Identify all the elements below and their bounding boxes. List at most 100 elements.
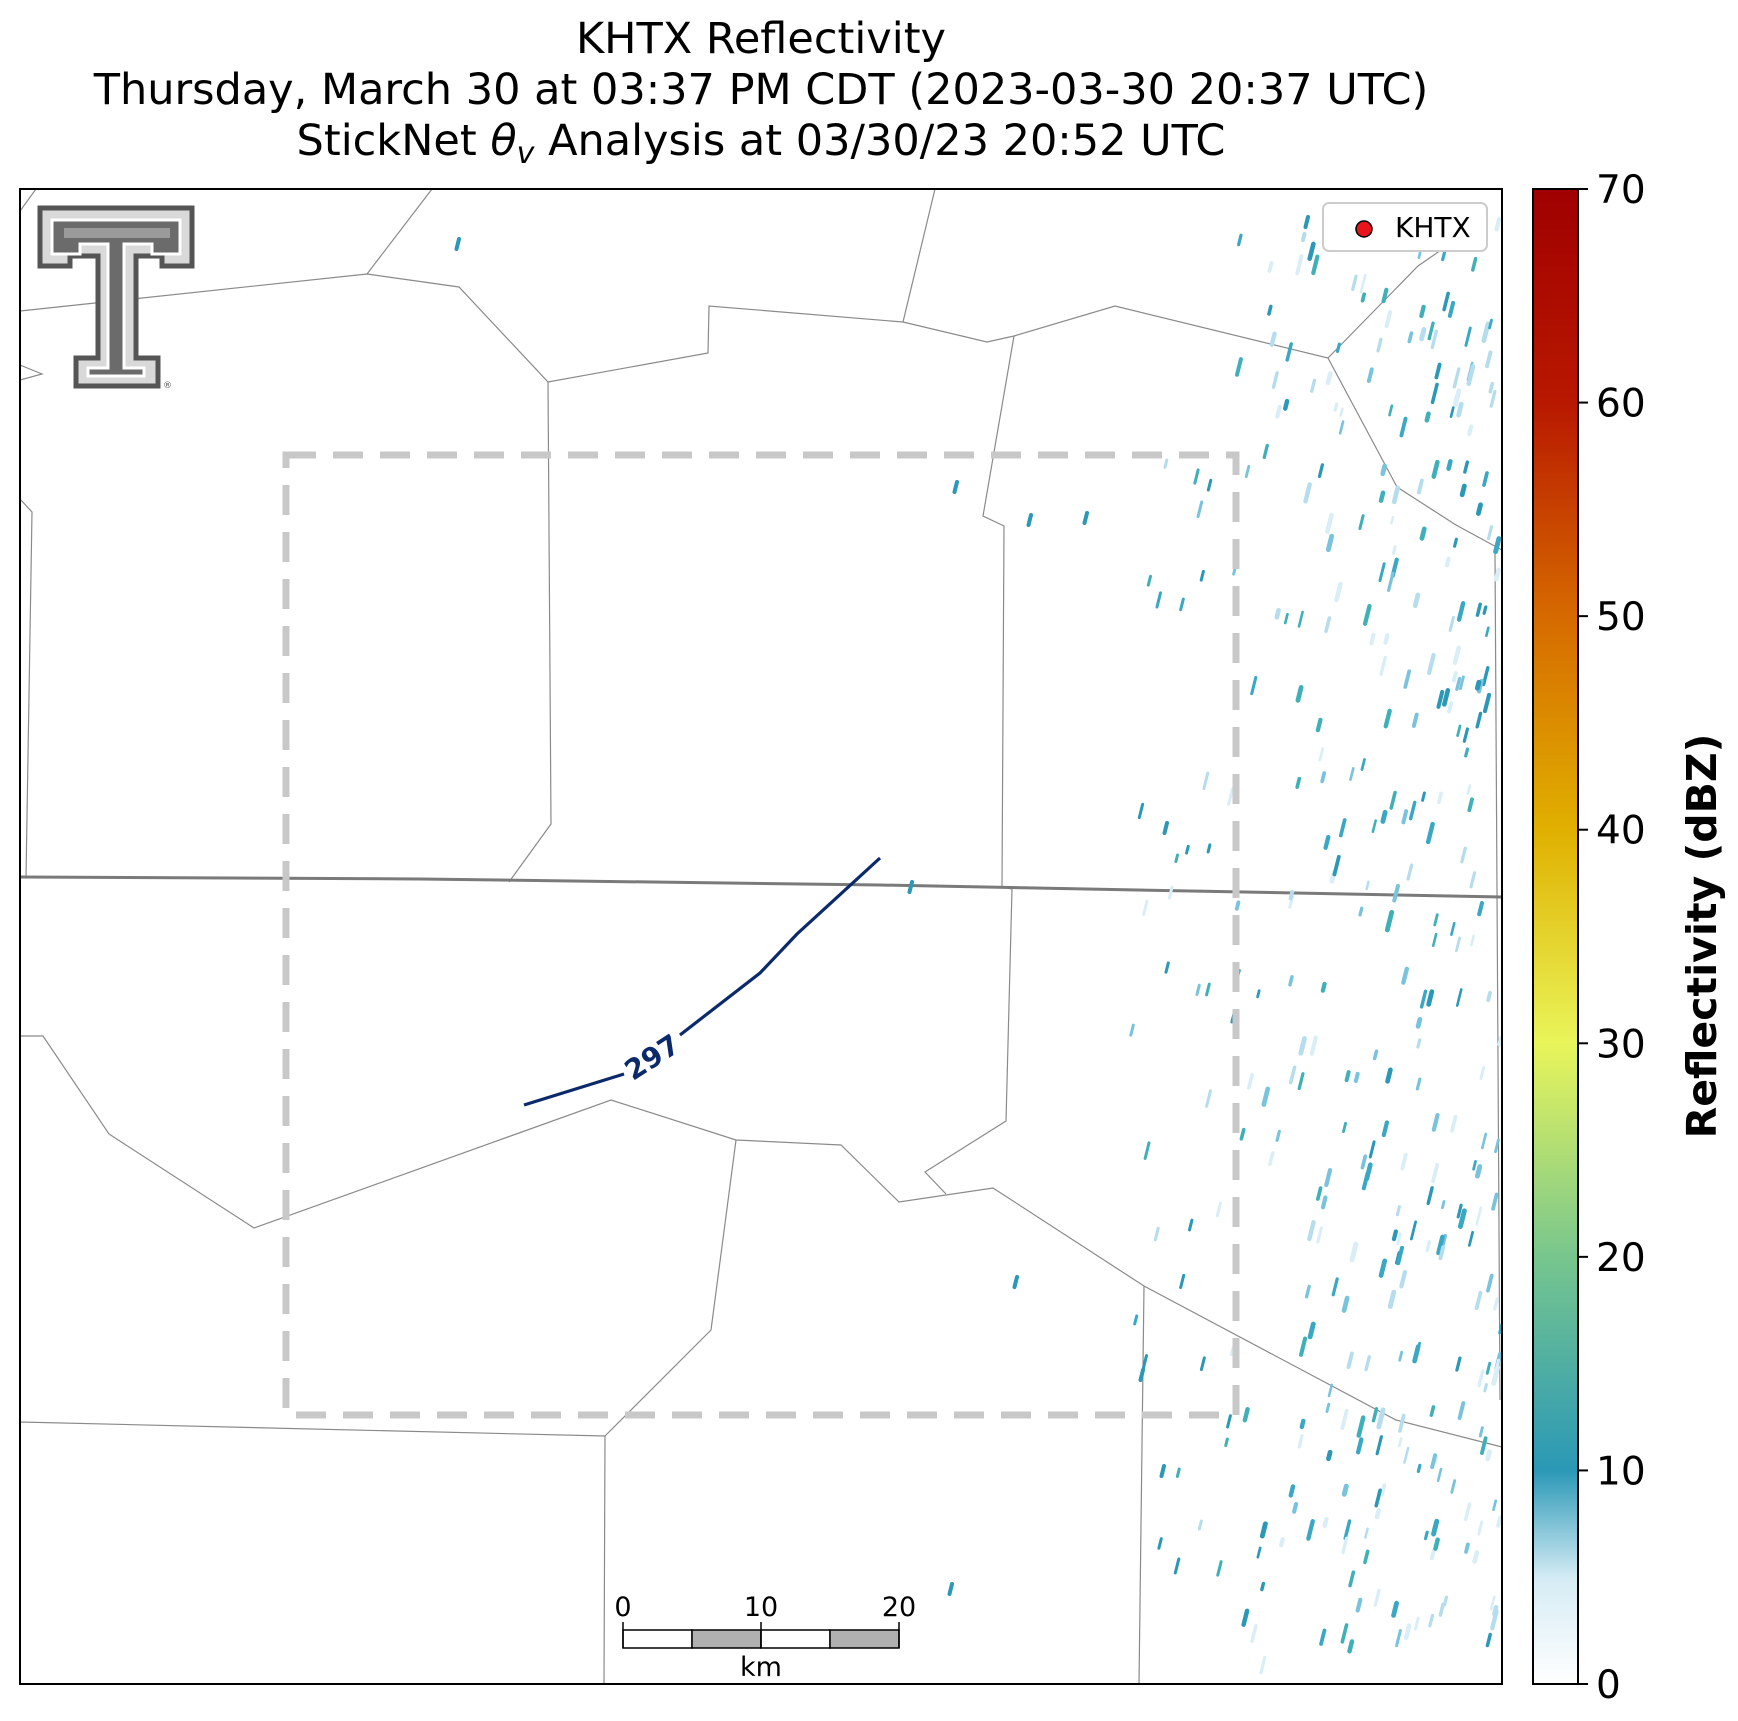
echo-pixel xyxy=(947,1582,954,1596)
echo-pixel xyxy=(1399,1269,1408,1289)
echo-pixel xyxy=(1226,1414,1232,1429)
echo-pixel xyxy=(1375,1435,1383,1456)
echo-pixel xyxy=(1392,883,1400,903)
echo-pixel xyxy=(1483,1383,1488,1393)
echo-pixel xyxy=(1450,1114,1458,1133)
echo-pixel xyxy=(1349,767,1355,781)
colorbar-tick-label: 70 xyxy=(1596,168,1646,213)
echo-pixel xyxy=(1365,880,1370,891)
echo-pixel xyxy=(1366,367,1374,383)
echo-pixel xyxy=(1493,1297,1499,1311)
echo-pixel xyxy=(1141,1354,1149,1372)
echo-pixel xyxy=(1494,217,1502,232)
echo-pixel xyxy=(1324,616,1332,633)
echo-pixel xyxy=(1341,1483,1349,1497)
echo-pixel xyxy=(1387,571,1395,592)
echo-pixel xyxy=(1477,1369,1485,1388)
echo-pixel xyxy=(1477,901,1485,917)
echo-pixel xyxy=(1493,567,1501,582)
echo-pixel xyxy=(1415,1016,1423,1029)
echo-pixel xyxy=(1155,591,1163,609)
echo-pixel xyxy=(1453,394,1459,405)
colorbar-tick-label: 50 xyxy=(1596,595,1646,640)
echo-pixel xyxy=(1267,261,1274,273)
scale-tick-20: 20 xyxy=(882,1592,916,1623)
echo-pixel xyxy=(1187,1218,1194,1232)
echo-pixel xyxy=(1419,304,1426,319)
echo-pixel xyxy=(1442,291,1450,312)
colorbar-tick-label: 20 xyxy=(1596,1236,1646,1281)
echo-pixel xyxy=(1474,1290,1483,1310)
echo-pixel xyxy=(1494,1138,1500,1154)
echo-pixel xyxy=(1455,988,1463,1007)
echo-pixel xyxy=(1288,975,1294,987)
echo-pixel xyxy=(1250,675,1258,696)
echo-pixel xyxy=(1241,1608,1250,1627)
scale-bar: 0 10 20 km xyxy=(614,1592,916,1683)
echo-pixel xyxy=(1430,1453,1438,1470)
echo-pixel xyxy=(1481,321,1491,344)
colorbar-tick-label: 10 xyxy=(1596,1449,1646,1494)
echo-pixel xyxy=(1374,1508,1382,1520)
colorbar-label: Reflectivity (dBZ) xyxy=(1678,734,1726,1139)
echo-pixel xyxy=(1456,1203,1463,1219)
echo-pixel xyxy=(1363,1549,1370,1565)
echo-pixel xyxy=(1415,1077,1422,1091)
echo-pixel xyxy=(1311,254,1320,276)
echo-pixel xyxy=(1391,1229,1398,1242)
echo-pixel xyxy=(1295,254,1304,276)
echo-pixel xyxy=(1447,701,1454,714)
echo-pixel xyxy=(1380,809,1388,824)
echo-pixel xyxy=(1427,321,1435,341)
echo-pixel xyxy=(1456,724,1462,737)
echo-pixel xyxy=(1395,1205,1401,1217)
echo-pixel xyxy=(1380,463,1388,477)
echo-pixel xyxy=(1459,675,1465,691)
echo-pixel xyxy=(1364,1162,1373,1182)
echo-pixel xyxy=(1388,404,1394,417)
echo-pixel xyxy=(1455,676,1462,691)
echo-pixel xyxy=(1467,797,1474,813)
echo-pixel xyxy=(907,880,914,894)
echo-pixel xyxy=(1378,562,1386,583)
echo-pixel xyxy=(1464,1542,1470,1554)
echo-pixel xyxy=(1256,989,1261,999)
echo-pixel xyxy=(1429,1548,1436,1561)
echo-pixel xyxy=(1419,327,1427,342)
echo-pixel xyxy=(1340,1623,1349,1644)
echo-pixel xyxy=(1433,913,1439,927)
reflectivity-echoes xyxy=(454,212,1502,1675)
echo-pixel xyxy=(1419,526,1427,541)
echo-pixel xyxy=(1137,802,1145,820)
echo-pixel xyxy=(1310,378,1317,393)
echo-pixel xyxy=(1260,1581,1266,1592)
echo-pixel xyxy=(1347,1639,1355,1654)
echo-pixel xyxy=(1303,215,1310,229)
echo-pixel xyxy=(1322,1516,1329,1528)
echo-pixel xyxy=(1167,885,1174,900)
echo-pixel xyxy=(1454,936,1461,953)
echo-pixel xyxy=(1320,1195,1328,1210)
echo-pixel xyxy=(1325,1402,1331,1413)
echo-pixel xyxy=(1452,645,1461,665)
echo-pixel xyxy=(1396,1245,1405,1266)
echo-pixel xyxy=(1206,478,1213,492)
echo-pixel xyxy=(1430,382,1439,405)
echo-pixel xyxy=(1460,846,1467,864)
echo-pixel xyxy=(1325,371,1333,386)
echo-pixel xyxy=(1317,463,1325,479)
colorbar-gradient xyxy=(1532,188,1579,1685)
echo-pixel xyxy=(1343,1519,1352,1541)
echo-pixel xyxy=(1279,1537,1285,1548)
echo-pixel xyxy=(1146,574,1152,587)
echo-pixel xyxy=(1323,834,1331,850)
echo-pixel xyxy=(1338,420,1345,435)
echo-pixel xyxy=(1360,758,1366,771)
echo-pixel xyxy=(1026,513,1033,527)
echo-pixel xyxy=(1374,1488,1382,1508)
echo-pixel xyxy=(1463,460,1470,474)
title-line-2: Thursday, March 30 at 03:37 PM CDT (2023… xyxy=(93,65,1429,115)
echo-pixel xyxy=(1431,1112,1440,1132)
echo-pixel xyxy=(1485,626,1490,637)
